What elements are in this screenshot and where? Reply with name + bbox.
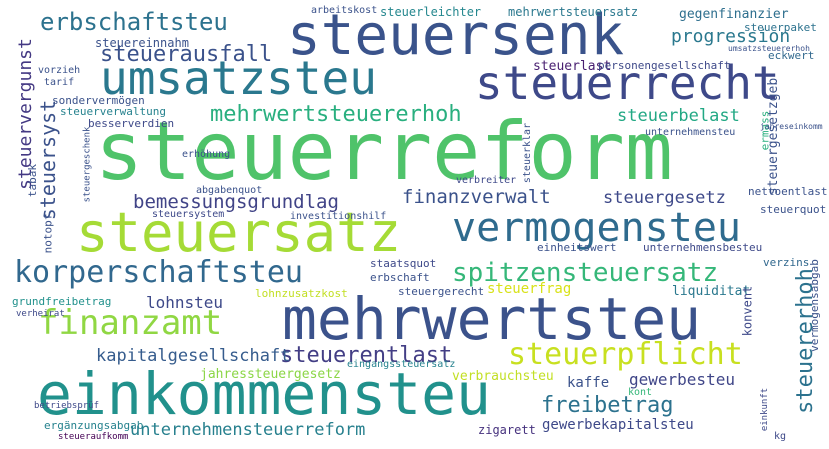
word-einheitswert: einheitswert: [537, 241, 617, 254]
word-steuerschuld: umsatzsteuererhoh: [728, 44, 810, 53]
word-gewerbekapitalsteu: gewerbekapitalsteu: [542, 417, 694, 433]
word-spitzensteuersatz: spitzensteuersatz: [452, 258, 719, 288]
word-eckwert: eckwert: [768, 49, 815, 62]
word-nettoentlast: nettoentlast: [748, 185, 828, 198]
word-steuereinnahm: steuereinnahm: [95, 36, 189, 50]
word-bemessungsgrundlag: bemessungsgrundlag: [133, 191, 339, 213]
word-korperschaftsteu: korperschaftsteu: [14, 255, 303, 290]
word-notopf: tarif: [44, 77, 75, 88]
word-einkommensteu: einkommensteu: [37, 360, 491, 428]
word-mehrwertsteu: mehrwertsteu: [282, 285, 702, 353]
word-steuergesetz: steuergesetz: [603, 188, 726, 208]
word-erbschaft: erbschaft: [370, 271, 430, 284]
word-personengesellschaft: personengesellschaft: [598, 59, 731, 72]
word-vermogensteu: vermogensteu: [452, 205, 741, 251]
word-verheirat: arbeitskost: [311, 5, 378, 16]
word-jahreseinkomm: steuerklar: [522, 122, 534, 184]
word-arbeitskost: abgabenquot: [196, 185, 263, 196]
word-steuersystem: eingangssteuersatz: [347, 359, 456, 370]
word-mehrwertsteuererhoh: mehrwertsteuererhoh: [210, 102, 462, 127]
word-staatsquot: staatsquot: [370, 257, 437, 270]
word-steuersatz: steuersatz: [76, 201, 402, 264]
word-steuerausfall: steuerausfall: [100, 42, 273, 67]
word-freibetrag: freibetrag: [541, 393, 674, 418]
word-verzins: verzins: [763, 256, 810, 269]
word-verbreiter: betriebsprüf: [34, 401, 100, 411]
word-einkunft: sondervermögen: [52, 94, 145, 107]
word-ergaenzungsabgab: ergänzungsabgab: [44, 419, 144, 432]
word-millionar: jahreseinkomm: [760, 122, 823, 131]
word-besserverdien: kont: [628, 387, 653, 398]
word-steuerbelast: steuerbelast: [617, 106, 740, 126]
word-steuergeschenk: tabak: [26, 163, 40, 198]
word-tarif: einkunft: [760, 387, 771, 432]
word-kaffe: kaffe: [567, 375, 610, 391]
word-steuerrecht: steuerrecht: [475, 56, 780, 110]
word-kg: erhöhung: [182, 149, 231, 160]
word-mehrwertsteuersatz: mehrwertsteuersatz: [508, 5, 639, 19]
word-betriebsvermog: steuergeschenk: [82, 126, 93, 203]
word-steuerklar: investitionshilf: [290, 211, 387, 222]
word-steuergerecht: steuergerecht: [398, 285, 485, 298]
word-steuerfrag: steuerfrag: [487, 281, 572, 297]
word-investitionshilf: steueraufkomm: [58, 432, 129, 442]
word-unternehmensbesteu: unternehmensbesteu: [643, 241, 763, 254]
word-vorzieh: kg: [774, 431, 787, 442]
word-liquiditat: liquiditat: [672, 284, 751, 299]
word-steuerleichter: steuerleichter: [380, 5, 482, 19]
word-konvent: konvent: [740, 285, 755, 337]
word-finanzverwalt: finanzverwalt: [402, 186, 551, 208]
word-steuerlast: steuerlast: [533, 59, 612, 74]
word-unternehmensteuerreform: unternehmensteuerreform: [130, 420, 366, 440]
word-vermogensabgab: vermogensabgab: [807, 259, 821, 352]
word-verbrauchsteu: verbrauchsteu: [452, 369, 554, 384]
word-steuerpflicht: steuerpflicht: [508, 337, 743, 372]
word-umsatzsteu: umsatzsteu: [100, 51, 377, 105]
word-gewerbesteu: gewerbesteu: [629, 370, 735, 389]
word-zigarett: zigarett: [478, 423, 536, 437]
word-steuersenk: steuersenk: [287, 3, 625, 68]
word-unternehmensteu: unternehmensteu: [645, 127, 736, 138]
word-grundfreibetrag: grundfreibetrag: [12, 295, 112, 308]
word-kont: verbreiter: [456, 175, 517, 186]
word-finanzamt: finanzamt: [38, 303, 223, 343]
word-jahressteuergesetz: jahressteuergesetz: [200, 367, 341, 382]
word-lohnsteu: lohnsteu: [146, 293, 224, 312]
word-steuerquot: steuerquot: [760, 203, 827, 216]
word-steuerpaket: steuerpaket: [744, 21, 817, 34]
word-steuerentlast: steuerentlast: [280, 343, 453, 368]
word-steuersyst: steuersyst: [36, 99, 61, 221]
word-gegenfinanzier: gegenfinanzier: [679, 7, 789, 22]
word-kapitalgesellschaft: kapitalgesellschaft: [96, 346, 291, 366]
word-lohnzusatzkost: lohnzusatzkost: [255, 287, 348, 300]
word-umsatz: notopf: [41, 213, 55, 254]
word-steuervereinfach: verheirat: [16, 309, 65, 319]
word-progression: progression: [671, 26, 791, 47]
word-steuerreform: steuerreform: [95, 105, 673, 198]
word-erbschaftsteu: erbschaftsteu: [40, 8, 228, 36]
word-betriebspruef: vorzieh: [38, 65, 81, 76]
word-tabak: steuersystem: [152, 209, 225, 220]
word-eingangssteuersatz: steuerverwaltung: [60, 105, 166, 118]
word-steueraufkomm: besserverdien: [88, 117, 175, 130]
